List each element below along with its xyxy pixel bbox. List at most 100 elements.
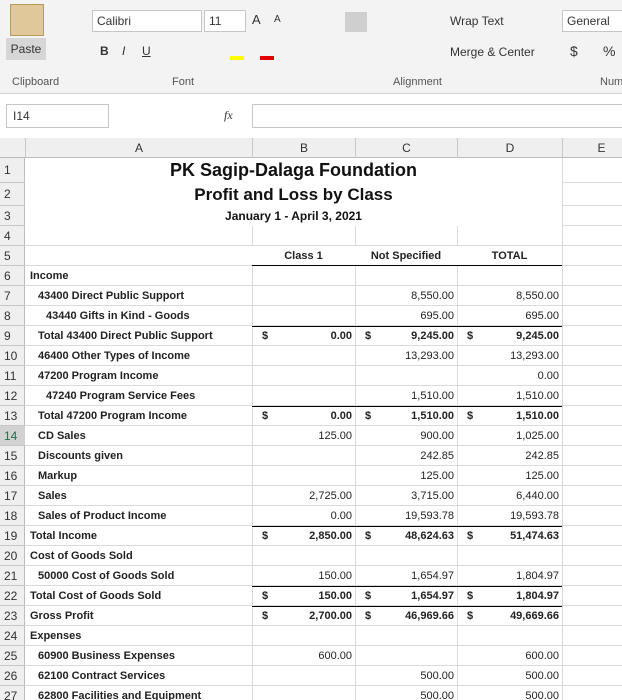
column-title: TOTAL — [457, 246, 562, 266]
cell-value: 695.00 — [420, 310, 454, 322]
total-rule — [252, 586, 562, 587]
cell-value: 9,245.00 — [411, 330, 454, 342]
name-box[interactable]: I14 — [6, 104, 109, 128]
cell-value: 1,510.00 — [411, 390, 454, 402]
font-color[interactable] — [260, 56, 274, 60]
row-header: 2 — [0, 183, 25, 206]
row-header: 21 — [0, 566, 25, 586]
cell-value: 600.00 — [525, 650, 559, 662]
cell-value: 1,510.00 — [516, 410, 559, 422]
cell-value: 19,593.78 — [405, 510, 454, 522]
row-header: 10 — [0, 346, 25, 366]
row-header: 27 — [0, 686, 25, 700]
cell-value: 500.00 — [420, 690, 454, 700]
row-header: 20 — [0, 546, 25, 566]
row-label: 62800 Facilities and Equipment — [38, 690, 202, 700]
row-label: 60900 Business Expenses — [38, 650, 175, 662]
currency-sign: $ — [467, 330, 474, 342]
row-label: Sales — [38, 490, 67, 502]
font-name[interactable]: Calibri — [92, 10, 202, 32]
grid-line — [252, 158, 253, 700]
row-header: 4 — [0, 226, 25, 246]
sheet: A B C D E 1 2 3 4 5 6 7 8 9 10 11 12 13 14 15 16 17 18 19 20 21 22… — [0, 138, 622, 700]
row-label: 62100 Contract Services — [38, 670, 166, 682]
row-header: 5 — [0, 246, 25, 266]
cell-value: 1,654.97 — [411, 570, 454, 582]
cell-value: 49,669.66 — [510, 610, 559, 622]
font-size[interactable]: 11 — [204, 10, 246, 32]
group-label: Alignment — [393, 76, 442, 88]
cell-value: 500.00 — [525, 670, 559, 682]
group-label: Font — [172, 76, 195, 88]
row-label: 43440 Gifts in Kind - Goods — [46, 310, 190, 322]
currency-sign: $ — [365, 330, 372, 342]
row-header: 15 — [0, 446, 25, 466]
grid-line — [25, 345, 622, 346]
cell-value: 600.00 — [318, 650, 352, 662]
cell-value: 1,510.00 — [411, 410, 454, 422]
column-header: E — [562, 138, 622, 158]
column-header: B — [252, 138, 355, 158]
grid-line — [25, 545, 622, 546]
grid-line — [25, 385, 622, 386]
highlight-color[interactable] — [230, 56, 244, 60]
currency-sign: $ — [467, 610, 474, 622]
cell-value: 2,700.00 — [309, 610, 352, 622]
group-label: Num — [600, 76, 622, 88]
total-rule — [252, 606, 562, 607]
grid-line — [25, 465, 622, 466]
cell-value: 242.85 — [525, 450, 559, 462]
merge-center[interactable]: Merge & Center — [450, 45, 535, 59]
cell-value: 695.00 — [525, 310, 559, 322]
row-header: 1 — [0, 158, 25, 183]
formula-input[interactable] — [252, 104, 622, 128]
row-label: Markup — [38, 470, 78, 482]
cell-value: 242.85 — [420, 450, 454, 462]
bold-button[interactable]: B — [100, 44, 109, 58]
cell-value: 2,725.00 — [309, 490, 352, 502]
currency-sign: $ — [365, 610, 372, 622]
paste-button[interactable]: Paste — [6, 38, 46, 60]
row-header: 24 — [0, 626, 25, 646]
grid-line — [457, 158, 458, 700]
report-heading: January 1 - April 3, 2021 — [25, 206, 562, 226]
shrink-font[interactable]: A — [274, 14, 281, 25]
column-header-bar — [0, 138, 622, 158]
italic-button[interactable]: I — [122, 44, 126, 58]
cell-value: 125.00 — [318, 430, 352, 442]
row-label: Sales of Product Income — [38, 510, 167, 522]
wrap-text[interactable]: Wrap Text — [450, 14, 504, 28]
grid-line — [25, 645, 622, 646]
fx-button[interactable]: fx — [224, 108, 233, 122]
row-label: Gross Profit — [30, 610, 94, 622]
grid-line — [25, 425, 622, 426]
currency-sign: $ — [262, 610, 269, 622]
row-header: 22 — [0, 586, 25, 606]
row-header: 13 — [0, 406, 25, 426]
cell-value: 19,593.78 — [510, 510, 559, 522]
cell-value: 125.00 — [525, 470, 559, 482]
cell-value: 13,293.00 — [405, 350, 454, 362]
row-label: 47240 Program Service Fees — [46, 390, 196, 402]
cell-value: 2,850.00 — [309, 530, 352, 542]
grow-font[interactable]: A — [252, 12, 261, 27]
align-middle[interactable] — [345, 12, 367, 32]
grid-line — [562, 158, 563, 700]
row-header: 14 — [0, 426, 25, 446]
underline-button[interactable]: U — [142, 44, 151, 58]
column-title: Not Specified — [355, 246, 457, 266]
currency-button[interactable]: $ — [570, 43, 578, 59]
cell-value: 125.00 — [420, 470, 454, 482]
percent-button[interactable]: % — [603, 43, 616, 59]
cell-value: 1,804.97 — [516, 590, 559, 602]
cell-value: 48,624.63 — [405, 530, 454, 542]
number-format[interactable]: General — [562, 10, 622, 32]
paste-icon[interactable] — [10, 4, 44, 36]
currency-sign: $ — [365, 410, 372, 422]
report-heading: Profit and Loss by Class — [25, 183, 562, 206]
grid-line — [25, 285, 622, 286]
grid-line — [25, 365, 622, 366]
cell-value: 0.00 — [330, 410, 352, 422]
grid-line — [25, 665, 622, 666]
